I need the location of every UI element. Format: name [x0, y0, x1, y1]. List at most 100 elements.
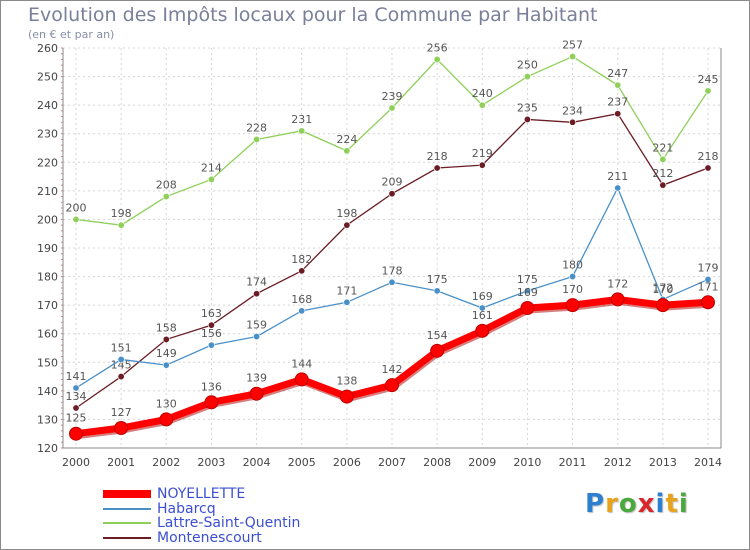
data-point — [72, 384, 80, 392]
legend-item: Habarcq — [103, 502, 300, 517]
data-label: 144 — [291, 357, 312, 370]
data-label: 247 — [607, 67, 628, 80]
data-label: 240 — [472, 87, 493, 100]
x-tick-label: 2001 — [107, 456, 135, 469]
y-tick-label: 210 — [37, 185, 58, 198]
data-label: 178 — [382, 264, 403, 277]
logo-letter: t — [665, 489, 679, 519]
data-point — [253, 290, 261, 298]
data-point — [117, 373, 125, 381]
data-point — [69, 426, 83, 441]
data-label: 218 — [427, 150, 448, 163]
x-tick-label: 2010 — [513, 456, 541, 469]
x-tick-label: 2012 — [604, 456, 632, 469]
data-point — [343, 147, 351, 155]
data-label: 175 — [517, 273, 538, 286]
y-tick-label: 230 — [37, 128, 58, 141]
data-point — [433, 287, 441, 295]
data-point — [704, 275, 712, 283]
data-label: 221 — [652, 141, 673, 154]
data-point — [569, 273, 577, 281]
legend-label: Habarcq — [157, 500, 216, 517]
data-point — [343, 298, 351, 306]
x-tick-label: 2011 — [559, 456, 587, 469]
data-point — [117, 221, 125, 229]
y-tick-label: 140 — [37, 385, 58, 398]
data-label: 136 — [201, 380, 222, 393]
legend-label: Lattre-Saint-Quentin — [157, 515, 301, 532]
chart-legend: NOYELLETTE Habarcq Lattre-Saint-Quentin Mon… — [103, 487, 300, 545]
data-point — [523, 115, 531, 123]
data-label: 156 — [201, 327, 222, 340]
chart-subtitle: (en € et par an) — [28, 28, 115, 41]
data-point — [388, 278, 396, 286]
y-tick-label: 150 — [37, 356, 58, 369]
data-label: 179 — [698, 261, 719, 274]
data-label: 172 — [652, 281, 673, 294]
data-label: 224 — [336, 133, 357, 146]
data-point — [659, 155, 667, 163]
data-label: 174 — [246, 276, 267, 289]
y-tick-label: 260 — [37, 42, 58, 55]
data-point — [433, 164, 441, 172]
data-label: 228 — [246, 121, 267, 134]
data-point — [478, 161, 486, 169]
logo-letter: P — [585, 489, 606, 519]
proxiti-logo: Proxiti — [585, 489, 689, 519]
data-label: 149 — [156, 347, 177, 360]
data-point — [478, 101, 486, 109]
data-point — [294, 372, 309, 387]
data-label: 198 — [336, 207, 357, 220]
x-tick-label: 2009 — [468, 456, 496, 469]
data-point — [204, 395, 219, 410]
data-label: 235 — [517, 101, 538, 114]
x-tick-label: 2004 — [243, 456, 271, 469]
data-label: 168 — [291, 293, 312, 306]
data-label: 256 — [427, 41, 448, 54]
legend-item: Lattre-Saint-Quentin — [103, 516, 300, 531]
data-label: 198 — [111, 207, 132, 220]
x-tick-label: 2013 — [649, 456, 677, 469]
data-label: 250 — [517, 59, 538, 72]
data-label: 170 — [562, 283, 583, 296]
data-point — [159, 412, 174, 427]
data-point — [249, 386, 264, 401]
data-label: 170 — [652, 283, 673, 296]
x-tick-label: 2002 — [152, 456, 180, 469]
data-point — [614, 110, 622, 118]
y-tick-label: 200 — [37, 213, 58, 226]
data-label: 218 — [698, 150, 719, 163]
data-label: 158 — [156, 321, 177, 334]
data-point — [298, 267, 306, 275]
legend-swatch — [103, 536, 151, 539]
data-point — [72, 215, 80, 223]
data-label: 245 — [698, 73, 719, 86]
legend-swatch — [103, 522, 151, 525]
data-point — [565, 298, 580, 313]
logo-letter: x — [637, 489, 656, 519]
data-label: 219 — [472, 147, 493, 160]
data-point — [162, 361, 170, 369]
y-tick-label: 250 — [37, 71, 58, 84]
y-tick-label: 120 — [37, 442, 58, 455]
data-point — [253, 135, 261, 143]
data-point — [162, 193, 170, 201]
data-point — [614, 184, 622, 192]
data-label: 200 — [66, 201, 87, 214]
data-point — [523, 287, 531, 295]
data-label: 138 — [336, 375, 357, 388]
data-point — [659, 181, 667, 189]
chart-title: Evolution des Impôts locaux pour la Comm… — [28, 4, 598, 26]
data-point — [433, 55, 441, 63]
data-label: 257 — [562, 39, 583, 52]
data-point — [298, 127, 306, 135]
data-label: 175 — [427, 273, 448, 286]
data-label: 234 — [562, 104, 583, 117]
data-point — [385, 378, 399, 393]
data-label: 211 — [607, 170, 628, 183]
data-point — [72, 404, 80, 412]
y-tick-label: 220 — [37, 156, 58, 169]
y-tick-label: 170 — [37, 299, 58, 312]
